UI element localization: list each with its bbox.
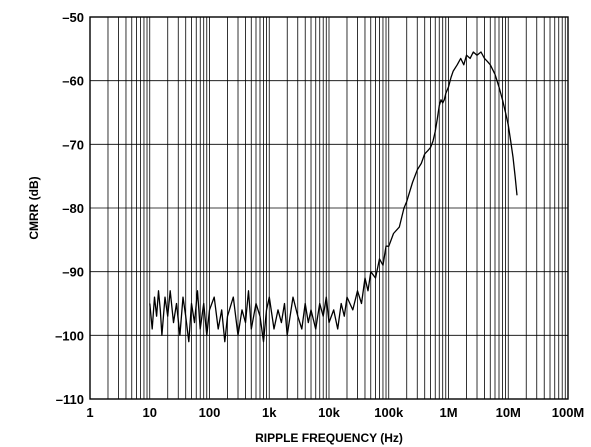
y-axis-title: CMRR (dB) xyxy=(27,176,41,239)
x-axis-ticks: 1 10 100 1k 10k 100k 1M 10M 100M xyxy=(86,405,584,420)
plot-frame xyxy=(89,16,569,400)
y-tick-label: –100 xyxy=(55,328,84,343)
x-tick-label: 1 xyxy=(86,405,93,420)
x-tick-label: 1k xyxy=(262,405,277,420)
x-tick-label: 100M xyxy=(552,405,585,420)
x-tick-label: 1M xyxy=(439,405,457,420)
y-tick-label: –110 xyxy=(56,392,84,407)
cmrr-series-line xyxy=(149,51,518,343)
y-tick-label: –70 xyxy=(62,137,84,152)
y-tick-label: –90 xyxy=(62,265,84,280)
x-tick-label: 10k xyxy=(318,405,340,420)
x-tick-label: 100 xyxy=(199,405,221,420)
y-axis-ticks: –110 –100 –90 –80 –70 –60 –50 xyxy=(55,10,84,407)
x-tick-label: 10M xyxy=(496,405,521,420)
y-tick-label: –80 xyxy=(62,201,84,216)
y-tick-label: –50 xyxy=(62,10,84,25)
x-tick-label: 100k xyxy=(374,405,404,420)
y-tick-label: –60 xyxy=(62,74,84,89)
x-axis-title: RIPPLE FREQUENCY (Hz) xyxy=(255,431,403,445)
series-layer xyxy=(149,51,518,343)
x-tick-label: 10 xyxy=(143,405,157,420)
plot-grid xyxy=(90,17,568,399)
